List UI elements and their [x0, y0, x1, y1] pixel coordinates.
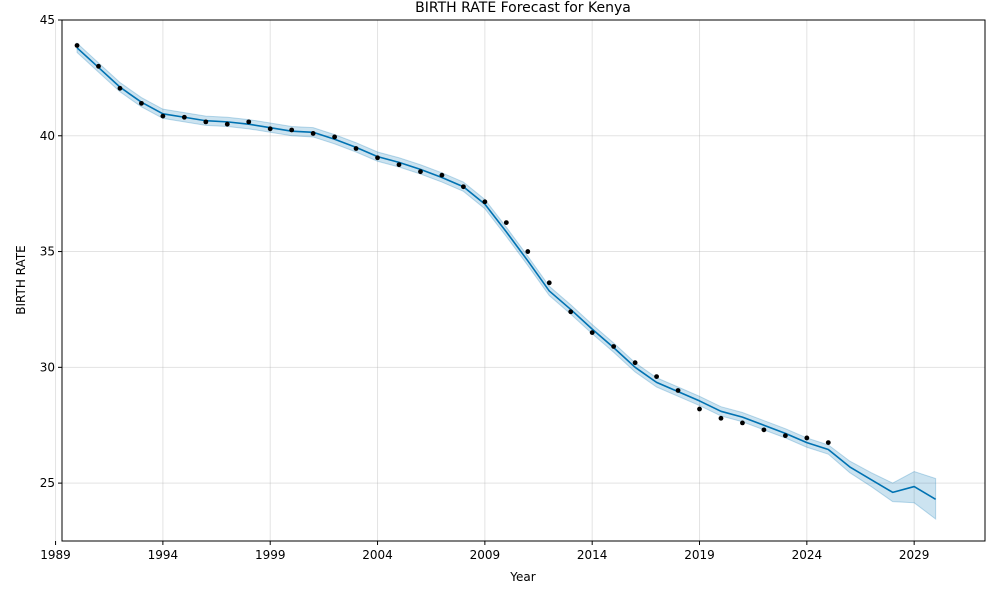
x-tick-label: 1989: [40, 548, 71, 562]
y-tick-label: 35: [40, 245, 55, 259]
observed-point: [461, 184, 466, 190]
observed-point: [246, 119, 252, 125]
observed-point: [139, 100, 144, 106]
observed-point: [718, 415, 724, 421]
observed-point: [267, 126, 273, 132]
x-tick-label: 2024: [792, 548, 823, 562]
x-tick-label: 2004: [362, 548, 393, 562]
observed-point: [439, 172, 445, 178]
y-tick-label: 30: [40, 360, 55, 374]
y-tick-label: 25: [40, 476, 55, 490]
observed-point: [782, 433, 788, 439]
y-axis-title: BIRTH RATE: [14, 245, 28, 314]
observed-point: [697, 406, 702, 412]
x-tick-label: 2029: [899, 548, 930, 562]
observed-point: [761, 427, 767, 433]
y-axis-ticks: 25 30 35 40 45: [40, 13, 62, 490]
uncertainty-band: [76, 42, 937, 521]
y-tick-label: 40: [40, 129, 55, 143]
observed-point: [589, 330, 595, 335]
x-tick-label: 1994: [148, 548, 179, 562]
observed-points-layer: [74, 43, 831, 445]
observed-point: [654, 374, 659, 379]
observed-point: [396, 162, 402, 168]
observed-point: [74, 43, 80, 48]
chart-title: BIRTH RATE Forecast for Kenya: [415, 0, 631, 16]
observed-point: [289, 127, 295, 133]
observed-point: [546, 280, 552, 286]
observed-point: [96, 63, 101, 69]
x-tick-label: 1999: [255, 548, 286, 562]
observed-point: [611, 344, 617, 349]
observed-point: [632, 360, 638, 366]
observed-point: [181, 114, 187, 120]
observed-point: [568, 309, 574, 315]
x-tick-label: 2014: [577, 548, 608, 562]
observed-point: [675, 388, 681, 393]
observed-point: [224, 121, 230, 127]
y-tick-label: 45: [40, 13, 55, 27]
observed-point: [117, 85, 123, 91]
x-axis-title: Year: [509, 570, 535, 584]
observed-point: [353, 146, 359, 151]
uncertainty-band-layer: [76, 42, 937, 521]
observed-point: [375, 155, 380, 161]
observed-point: [525, 249, 531, 254]
x-tick-label: 2019: [684, 548, 715, 562]
x-tick-label: 2009: [470, 548, 501, 562]
observed-point: [332, 134, 338, 140]
observed-point: [203, 119, 209, 125]
observed-point: [418, 169, 423, 175]
observed-point: [503, 220, 509, 226]
forecast-line-layer: [76, 47, 937, 501]
observed-point: [740, 420, 745, 426]
x-axis-ticks: 1989 1994 1999 2004 2009 2014 2019 2024 2029: [40, 541, 929, 562]
observed-point: [804, 435, 810, 441]
forecast-line: [76, 47, 937, 501]
observed-point: [825, 440, 831, 445]
observed-point: [482, 199, 488, 205]
plot-frame: [61, 19, 986, 542]
observed-point: [160, 113, 166, 119]
observed-point: [310, 131, 316, 136]
